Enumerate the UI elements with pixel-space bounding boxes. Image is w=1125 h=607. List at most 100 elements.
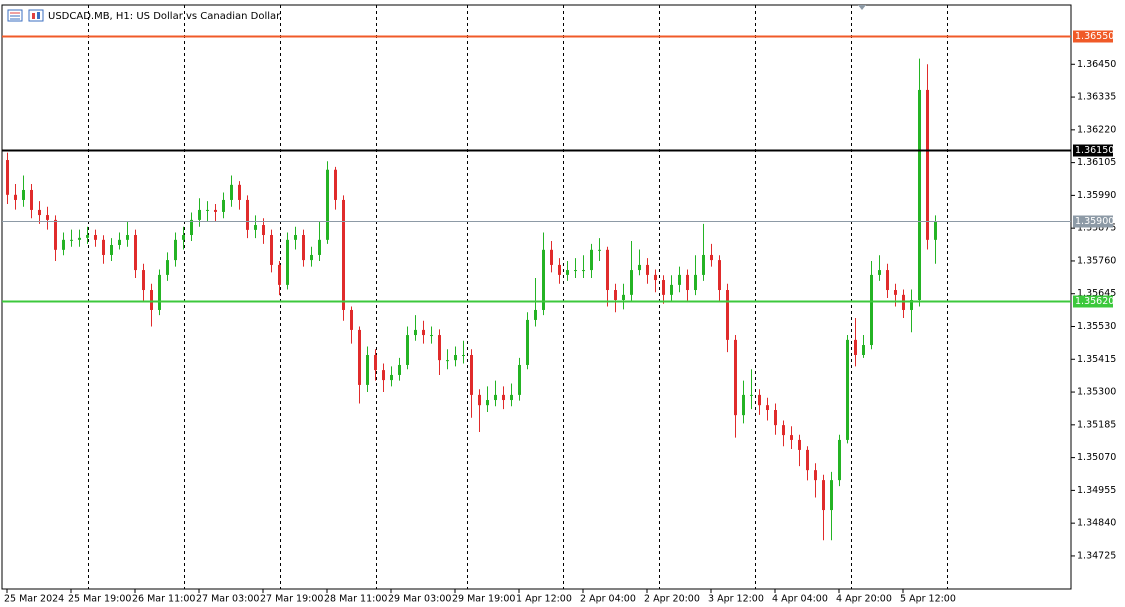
candle-body xyxy=(310,254,313,261)
candle-body xyxy=(238,184,241,200)
candle-body xyxy=(294,235,297,240)
price-level-label: 1.36550 xyxy=(1075,31,1114,42)
y-tick-label: 1.35070 xyxy=(1077,452,1116,463)
candle-body xyxy=(150,290,153,310)
candle-body xyxy=(286,239,289,285)
candle-body xyxy=(46,215,49,220)
price-level-tag xyxy=(1073,30,1113,43)
y-tick-label: 1.35530 xyxy=(1077,321,1116,332)
candle-body xyxy=(630,270,633,295)
candle-body xyxy=(430,335,433,337)
candle-body xyxy=(166,260,169,275)
y-tick-label: 1.34840 xyxy=(1077,518,1116,529)
candle-body xyxy=(782,425,785,436)
candle-body xyxy=(278,264,281,285)
candle-body xyxy=(390,374,393,381)
candle-body xyxy=(174,239,177,261)
candle-body xyxy=(486,400,489,406)
y-tick-label: 1.36105 xyxy=(1077,157,1116,168)
candle-body xyxy=(358,329,361,385)
candle-body xyxy=(606,249,609,291)
candle-body xyxy=(790,435,793,440)
price-level-tag xyxy=(1073,144,1113,157)
candle-body xyxy=(542,249,545,310)
candle-body xyxy=(254,225,257,230)
price-level-tag xyxy=(1073,215,1113,228)
candle-body xyxy=(766,405,769,411)
x-tick-label: 25 Mar 19:00 xyxy=(68,594,131,605)
price-level-label: 1.35900 xyxy=(1075,216,1114,227)
x-tick-label: 27 Mar 03:00 xyxy=(196,594,259,605)
candle-body xyxy=(478,394,481,406)
candle-body xyxy=(6,160,9,195)
candle-body xyxy=(694,274,697,291)
candle-body xyxy=(918,89,921,300)
candle-body xyxy=(62,239,65,250)
candle-body xyxy=(734,339,737,416)
candle-body xyxy=(870,274,873,346)
candle-body xyxy=(622,294,625,300)
candle-body xyxy=(678,274,681,285)
x-tick-label: 29 Mar 19:00 xyxy=(452,594,515,605)
candle-body xyxy=(230,184,233,200)
x-tick-label: 29 Mar 03:00 xyxy=(388,594,451,605)
candle-body xyxy=(190,219,193,236)
candle-body xyxy=(718,260,721,291)
candle-body xyxy=(798,439,801,450)
candle-body xyxy=(262,225,265,236)
candle-body xyxy=(246,199,249,230)
candle-body xyxy=(126,235,129,240)
y-tick-label: 1.35415 xyxy=(1077,354,1116,365)
candle-body xyxy=(54,219,57,250)
candle-body xyxy=(334,169,337,200)
candle-body xyxy=(814,470,817,481)
y-tick-label: 1.36450 xyxy=(1077,59,1116,70)
price-level-label: 1.35620 xyxy=(1075,296,1114,307)
candle-body xyxy=(454,355,457,361)
candle-body xyxy=(494,394,497,401)
candle-body xyxy=(366,355,369,385)
y-tick-label: 1.35185 xyxy=(1077,419,1116,430)
candle-body xyxy=(750,394,753,396)
x-tick-label: 5 Apr 12:00 xyxy=(900,594,956,605)
y-tick-label: 1.36335 xyxy=(1077,92,1116,103)
candle-body xyxy=(326,169,329,240)
candle-body xyxy=(926,89,929,240)
candle-body xyxy=(550,249,553,265)
candle-body xyxy=(398,364,401,375)
candle-body xyxy=(382,370,385,381)
candle-body xyxy=(934,221,937,240)
candle-body xyxy=(438,335,441,361)
candle-body xyxy=(446,360,449,362)
y-tick-label: 1.35760 xyxy=(1077,255,1116,266)
time-grid xyxy=(88,5,948,589)
price-level-label: 1.36150 xyxy=(1075,145,1114,156)
candle-body xyxy=(14,194,17,200)
candle-body xyxy=(862,345,865,356)
candle-body xyxy=(470,355,473,395)
candle-body xyxy=(526,319,529,365)
candle-body xyxy=(566,270,569,275)
x-tick-label: 1 Apr 12:00 xyxy=(516,594,572,605)
x-tick-label: 2 Apr 20:00 xyxy=(644,594,700,605)
candle-body xyxy=(222,199,225,212)
candle-body xyxy=(422,329,425,336)
candle-body xyxy=(590,249,593,271)
candle-body xyxy=(142,270,145,291)
x-tick-label: 4 Apr 04:00 xyxy=(772,594,828,605)
candle-body xyxy=(638,264,641,271)
candle-body xyxy=(270,235,273,265)
y-tick-label: 1.35990 xyxy=(1077,190,1116,201)
candle-body xyxy=(462,355,465,357)
candle-body xyxy=(86,235,89,238)
candle-body xyxy=(854,339,857,356)
candle-body xyxy=(342,199,345,310)
candle-body xyxy=(822,480,825,511)
candle-body xyxy=(110,244,113,255)
candle-body xyxy=(878,270,881,275)
y-tick-label: 1.34955 xyxy=(1077,485,1116,496)
x-tick-label: 25 Mar 2024 xyxy=(4,594,64,605)
candle-body xyxy=(654,274,657,281)
candle-body xyxy=(710,254,713,261)
